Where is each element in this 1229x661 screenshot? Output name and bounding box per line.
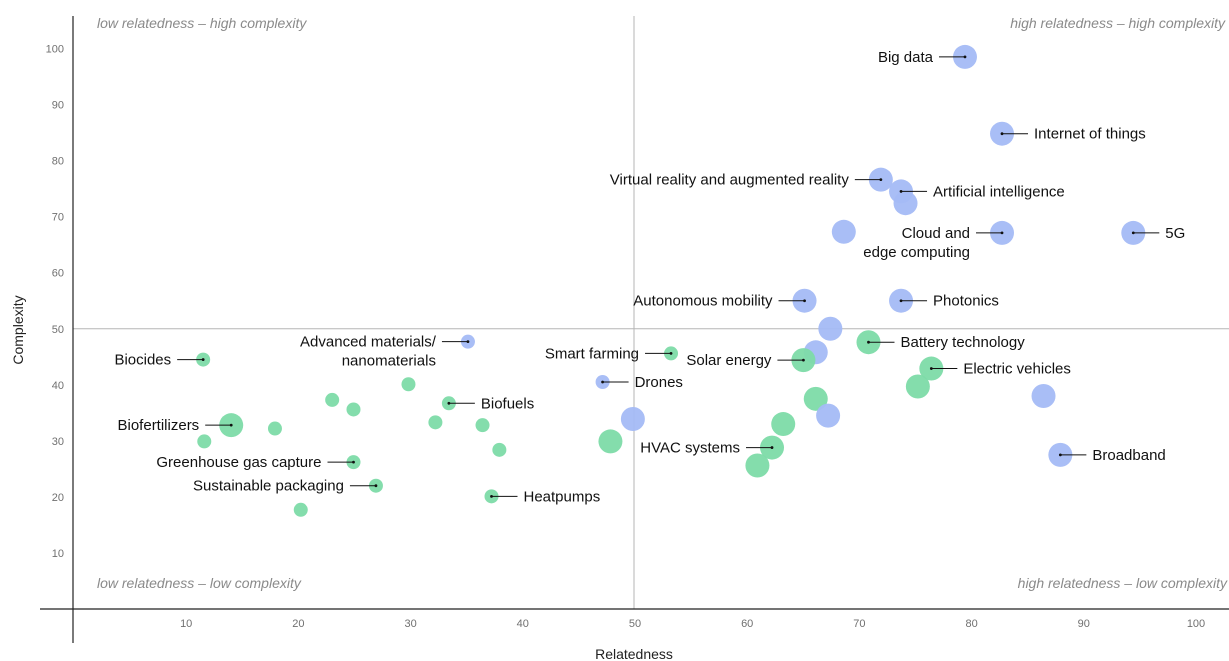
- leader-dot: [867, 340, 870, 344]
- point-label: Biofuels: [481, 395, 534, 412]
- data-point: [267, 421, 282, 436]
- quadrant-label-bottom-right: high relatedness – low complexity: [1018, 575, 1228, 591]
- y-tick-label: 40: [52, 380, 64, 392]
- x-tick-label: 70: [853, 618, 865, 630]
- point-labels: Big data Internet of things Virtual realit…: [114, 49, 1185, 505]
- leader-dot: [1058, 453, 1062, 457]
- point-label: Cloud and: [902, 225, 970, 242]
- point-label: Battery technology: [900, 334, 1025, 351]
- data-point: [803, 386, 828, 411]
- leader-dot: [229, 423, 233, 427]
- leader-dot: [770, 446, 774, 449]
- x-tick-label: 90: [1078, 618, 1090, 630]
- point-label-line2: edge computing: [863, 244, 970, 261]
- point-label: Greenhouse gas capture: [156, 454, 321, 471]
- data-point: [905, 374, 930, 399]
- point-label-line2: nanomaterials: [342, 353, 436, 370]
- data-point: [325, 392, 340, 407]
- quadrant-label-top-right: high relatedness – high complexity: [1010, 15, 1226, 31]
- data-point: [492, 442, 507, 457]
- data-point: [620, 406, 645, 431]
- point-label: Artificial intelligence: [933, 183, 1065, 200]
- leader-dot: [1131, 231, 1135, 235]
- point-label: Internet of things: [1034, 126, 1146, 143]
- leader-dot: [899, 190, 903, 193]
- point-label: Autonomous mobility: [633, 293, 773, 310]
- y-tick-label: 90: [52, 100, 64, 112]
- leader-dot: [669, 352, 673, 355]
- y-tick-label: 10: [52, 548, 64, 560]
- point-label: Heatpumps: [524, 488, 601, 505]
- data-point: [197, 434, 212, 449]
- axes: [40, 16, 1229, 643]
- leader-dot: [466, 340, 470, 344]
- x-tick-label: 40: [517, 618, 529, 630]
- point-label: Sustainable packaging: [193, 478, 344, 495]
- data-point: [598, 429, 623, 454]
- leader-dot: [802, 358, 805, 362]
- point-label: Big data: [878, 49, 934, 66]
- x-tick-label: 100: [1187, 618, 1205, 630]
- point-label: Drones: [635, 374, 683, 391]
- x-tick-label: 20: [292, 618, 304, 630]
- y-tick-label: 80: [52, 156, 64, 168]
- leader-dot: [601, 380, 604, 384]
- data-point: [818, 316, 843, 341]
- data-point: [346, 402, 361, 417]
- point-label: Biocides: [114, 352, 171, 369]
- y-axis-title: Complexity: [10, 295, 26, 364]
- data-point: [401, 377, 416, 392]
- y-tick-label: 70: [52, 212, 64, 224]
- data-point: [428, 415, 443, 430]
- x-tick-label: 50: [629, 618, 641, 630]
- leader-dot: [1000, 132, 1004, 136]
- tick-labels: 10 20 30 40 50 60 70 80 90 100 10 20 30 40 50 60 70 80 90 1…: [46, 44, 1206, 631]
- point-label: HVAC systems: [640, 440, 740, 457]
- leader-dot: [490, 494, 493, 498]
- leader-dot: [201, 358, 205, 361]
- leader-dot: [1000, 231, 1004, 235]
- data-point: [293, 502, 308, 517]
- x-tick-label: 10: [180, 618, 192, 630]
- x-tick-label: 80: [965, 618, 977, 630]
- leader-dot: [374, 484, 378, 488]
- x-tick-label: 60: [741, 618, 753, 630]
- y-tick-label: 50: [52, 324, 64, 336]
- point-label: Broadband: [1092, 447, 1165, 464]
- data-point: [475, 418, 490, 433]
- y-tick-label: 20: [52, 492, 64, 504]
- point-label: Solar energy: [686, 352, 772, 369]
- point-label: 5G: [1165, 225, 1185, 242]
- quadrant-dividers: [73, 16, 1229, 609]
- leader-dot: [803, 299, 806, 303]
- y-tick-label: 100: [46, 44, 64, 56]
- point-label: Electric vehicles: [963, 361, 1071, 378]
- leader-dot: [879, 178, 883, 182]
- data-point: [816, 403, 841, 428]
- x-tick-label: 30: [404, 618, 416, 630]
- data-point: [893, 191, 918, 216]
- point-label: Photonics: [933, 293, 999, 310]
- leader-dot: [447, 401, 451, 405]
- data-points: [196, 44, 1146, 517]
- leader-dot: [899, 299, 903, 303]
- quadrant-label-top-left: low relatedness – high complexity: [97, 15, 307, 31]
- data-point: [1031, 384, 1056, 409]
- data-point: [771, 412, 796, 437]
- y-tick-label: 60: [52, 268, 64, 280]
- x-axis-title: Relatedness: [595, 646, 673, 661]
- point-label: Virtual reality and augmented reality: [610, 172, 850, 189]
- leader-dot: [352, 460, 355, 464]
- quadrant-label-bottom-left: low relatedness – low complexity: [97, 575, 302, 591]
- point-label: Biofertilizers: [118, 417, 200, 434]
- point-label: Smart farming: [545, 345, 639, 362]
- data-point: [831, 219, 856, 244]
- y-tick-label: 30: [52, 436, 64, 448]
- leader-dot: [963, 55, 967, 59]
- point-label: Advanced materials/: [300, 334, 437, 351]
- data-point: [745, 453, 770, 478]
- leader-dot: [929, 367, 933, 370]
